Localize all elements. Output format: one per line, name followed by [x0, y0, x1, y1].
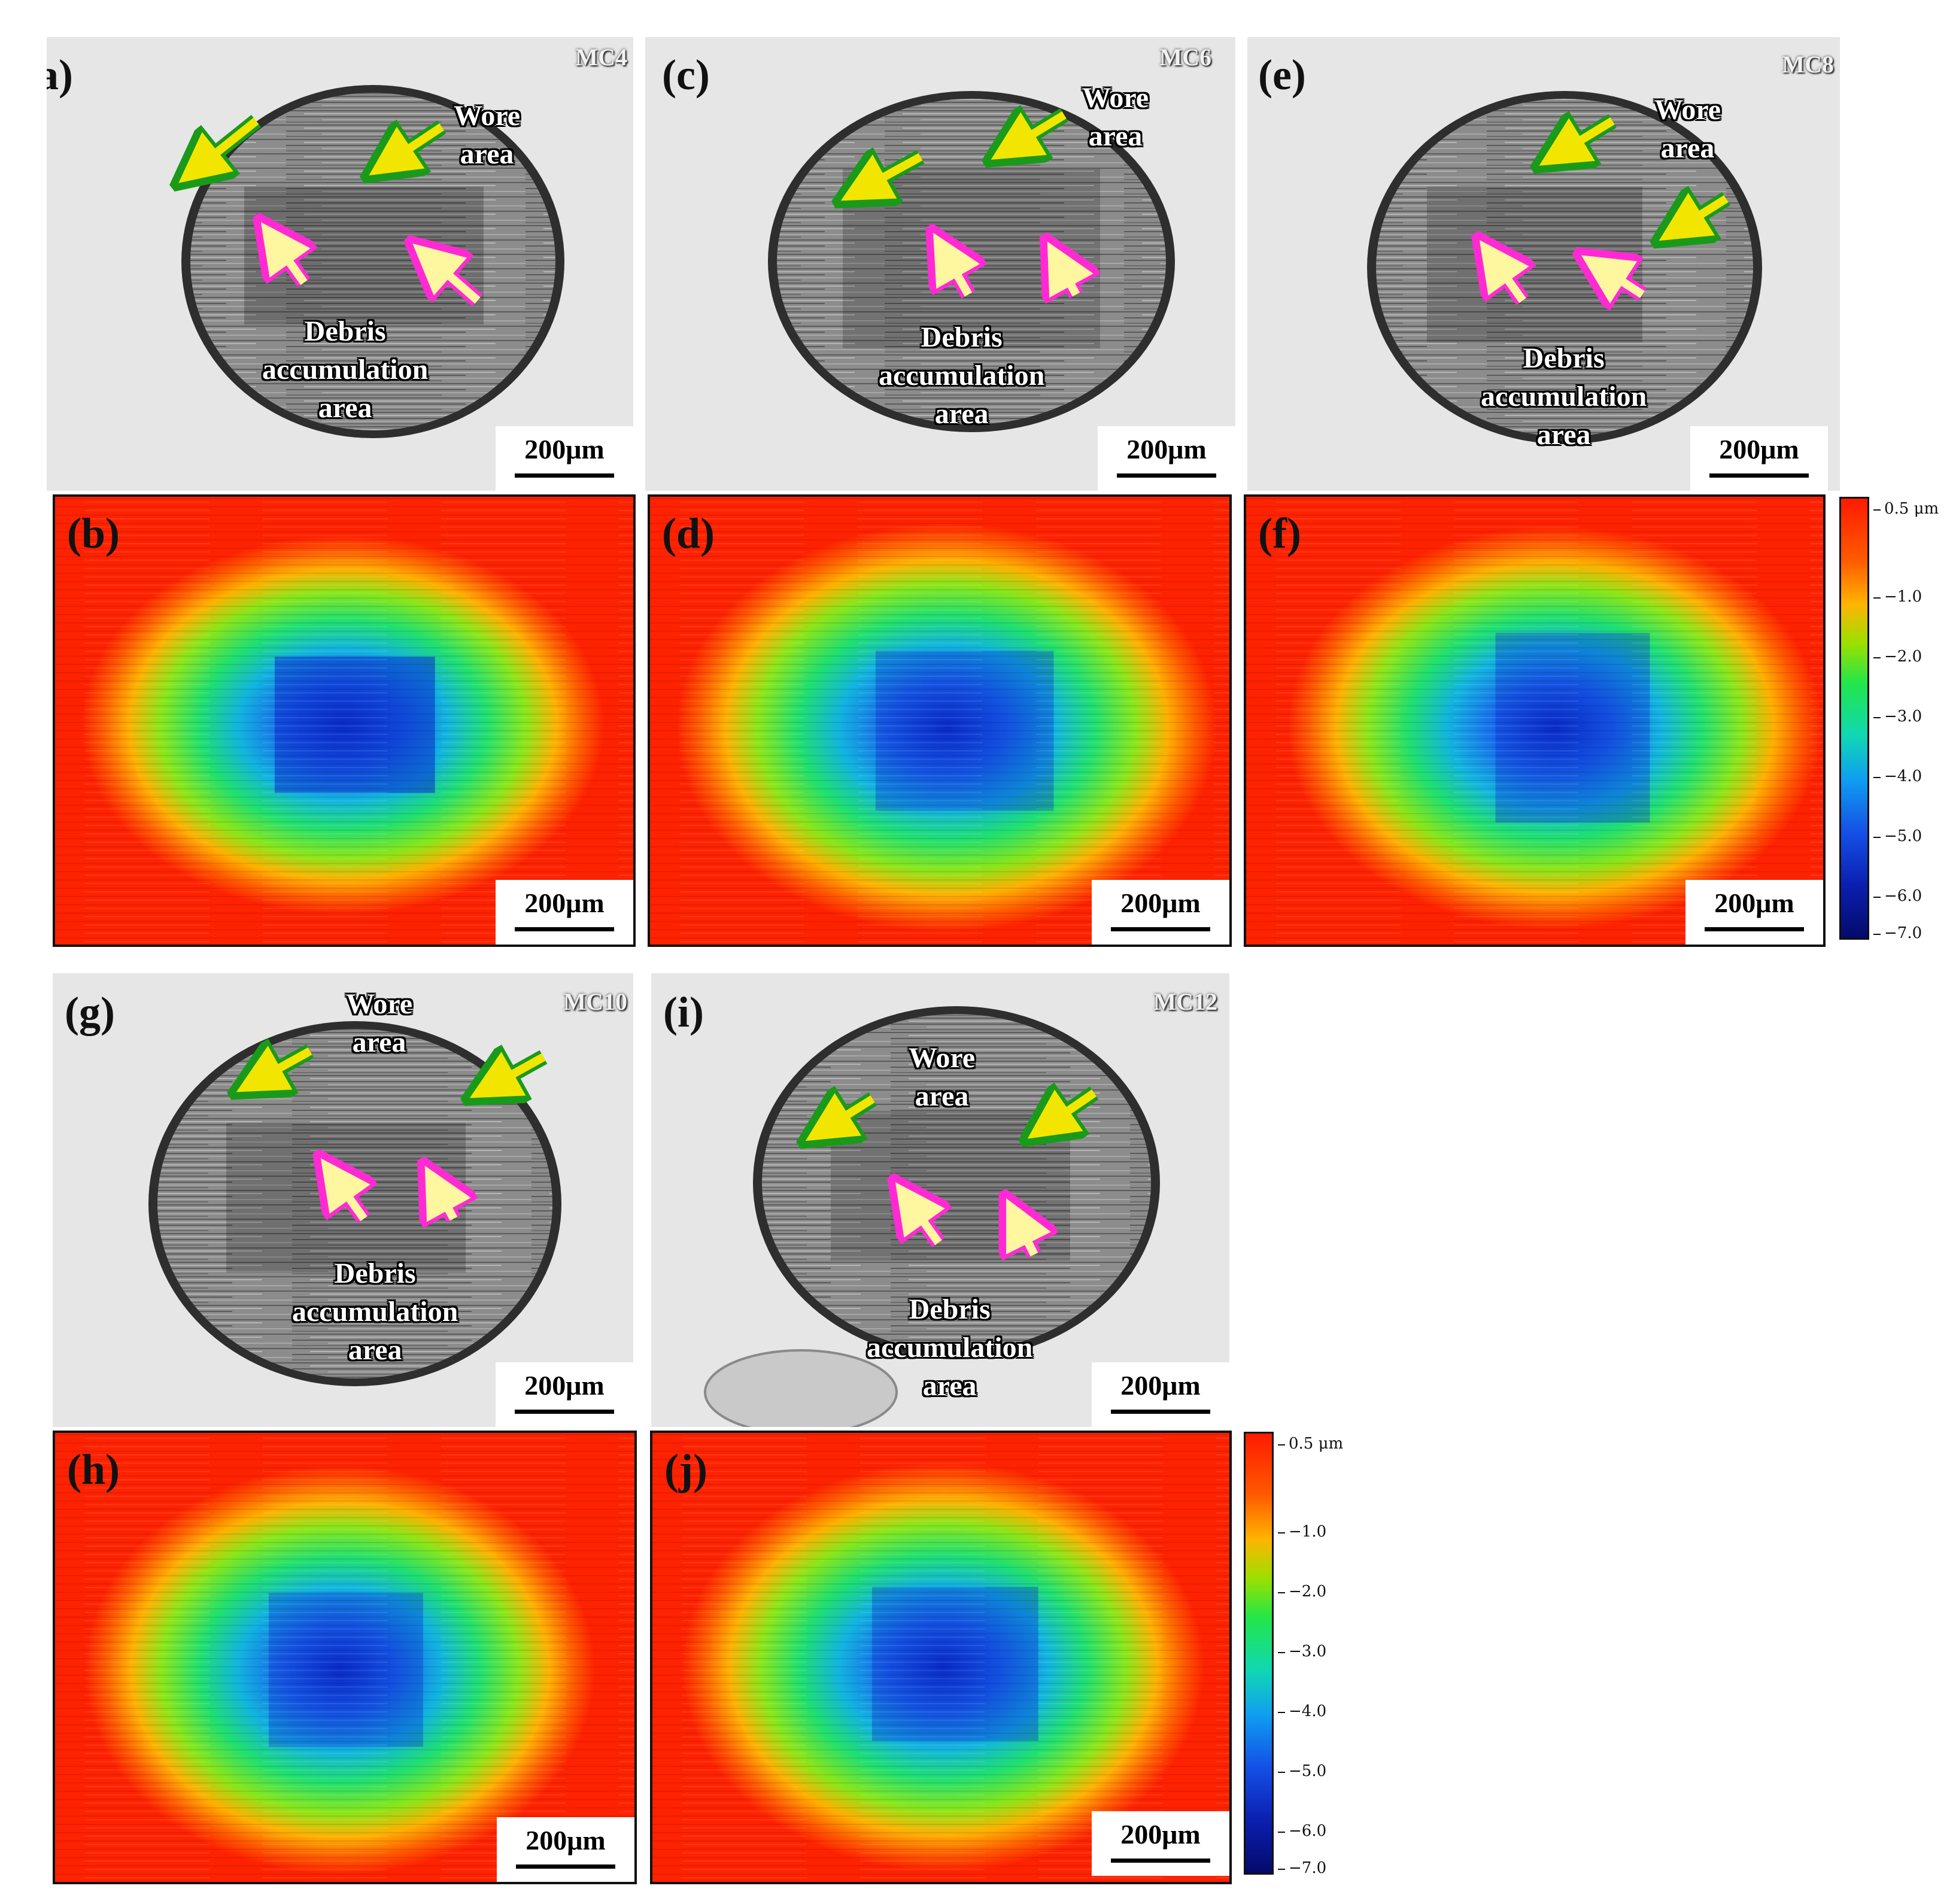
micrograph-mc10: (g) MC10 Wore area Debris accumulation area…	[53, 973, 633, 1427]
colorbar-tick: −4.0	[1277, 1702, 1327, 1720]
micrograph-mc6: (c) MC6 Wore area Debris accumulation area …	[645, 37, 1235, 491]
sample-label: MC6	[1159, 44, 1211, 71]
colorbar-tick: −3.0	[1277, 1642, 1327, 1660]
wear-scar-image	[1367, 91, 1762, 444]
panel-label: (d)	[662, 509, 715, 557]
depth-profile	[652, 1433, 1229, 1882]
depth-map-d: (d) 200μm	[648, 494, 1232, 947]
debris-area-label: Debris accumulation area	[879, 321, 1045, 430]
colorbar-tick: 0.5 μm	[1873, 500, 1939, 518]
sample-label: MC4	[575, 44, 627, 71]
panel-label: (c)	[662, 51, 710, 99]
panel-label: (a)	[47, 51, 73, 99]
depth-map-f: (f) 200μm	[1244, 494, 1826, 947]
colorbar-tick: −2.0	[1277, 1583, 1327, 1601]
scale-bar: 200μm	[497, 1817, 634, 1882]
wore-area-label: Wore area	[1082, 82, 1149, 152]
colorbar-tick: −7.0	[1277, 1859, 1327, 1877]
panel-label: (e)	[1258, 51, 1306, 99]
colorbar-tick: −5.0	[1277, 1762, 1327, 1780]
panel-label: (j)	[664, 1446, 707, 1493]
wore-area-label: Wore area	[346, 988, 413, 1058]
wear-scar-image	[148, 1021, 561, 1386]
panel-label: (g)	[65, 988, 115, 1036]
scale-bar: 200μm	[496, 880, 633, 945]
debris-area-label: Debris accumulation area	[867, 1293, 1033, 1402]
debris-area-label: Debris accumulation area	[292, 1258, 458, 1366]
depth-colorbar	[1839, 497, 1869, 940]
depth-map-h: (h) 200μm	[53, 1431, 637, 1884]
scale-bar: 200μm	[1685, 880, 1823, 945]
colorbar-tick: 0.5 μm	[1277, 1435, 1344, 1453]
panel-label: (f)	[1258, 509, 1301, 557]
colorbar-tick: −7.0	[1873, 924, 1922, 942]
colorbar-tick: −5.0	[1873, 827, 1922, 845]
colorbar-tick: −4.0	[1873, 767, 1922, 785]
depth-profile	[1246, 497, 1823, 945]
micrograph-mc8: (e) MC8 Wore area Debris accumulation area …	[1247, 37, 1840, 491]
debris-area-label: Debris accumulation area	[1481, 342, 1647, 451]
wear-scar-image	[704, 1006, 1160, 1427]
depth-profile	[55, 1433, 634, 1882]
scale-bar: 200μm	[1092, 1811, 1229, 1876]
scale-bar: 200μm	[1690, 426, 1828, 491]
wore-area-label: Wore area	[909, 1042, 976, 1112]
scale-bar: 200μm	[496, 426, 633, 491]
colorbar-tick: −1.0	[1277, 1523, 1327, 1541]
wore-area-label: Wore area	[1654, 94, 1721, 164]
colorbar-tick: −1.0	[1873, 588, 1922, 606]
sample-label: MC8	[1782, 51, 1834, 78]
scale-bar: 200μm	[496, 1362, 633, 1427]
depth-map-j: (j) 200μm	[650, 1431, 1232, 1884]
colorbar-tick: −3.0	[1873, 707, 1922, 725]
depth-profile	[55, 497, 633, 945]
scale-bar: 200μm	[1098, 426, 1235, 491]
sample-label: MC10	[563, 988, 627, 1015]
micrograph-mc12: (i) MC12 Wore area Debris accumulation area…	[651, 973, 1229, 1427]
wear-scar-image	[768, 91, 1175, 432]
wore-area-label: Wore area	[454, 100, 521, 170]
scale-bar: 200μm	[1092, 1362, 1229, 1427]
depth-profile	[650, 497, 1229, 945]
colorbar-tick: −6.0	[1277, 1822, 1327, 1840]
depth-colorbar	[1244, 1432, 1274, 1875]
depth-map-b: (b) 200μm	[53, 494, 636, 947]
colorbar-tick: −6.0	[1873, 887, 1922, 905]
debris-area-label: Debris accumulation area	[262, 315, 429, 424]
colorbar-tick: −2.0	[1873, 648, 1922, 666]
sample-label: MC12	[1153, 988, 1217, 1015]
panel-label: (h)	[67, 1446, 120, 1493]
scale-bar: 200μm	[1092, 880, 1229, 945]
wear-scar-image	[47, 85, 564, 438]
panel-label: (i)	[663, 988, 704, 1036]
panel-label: (b)	[67, 509, 120, 557]
